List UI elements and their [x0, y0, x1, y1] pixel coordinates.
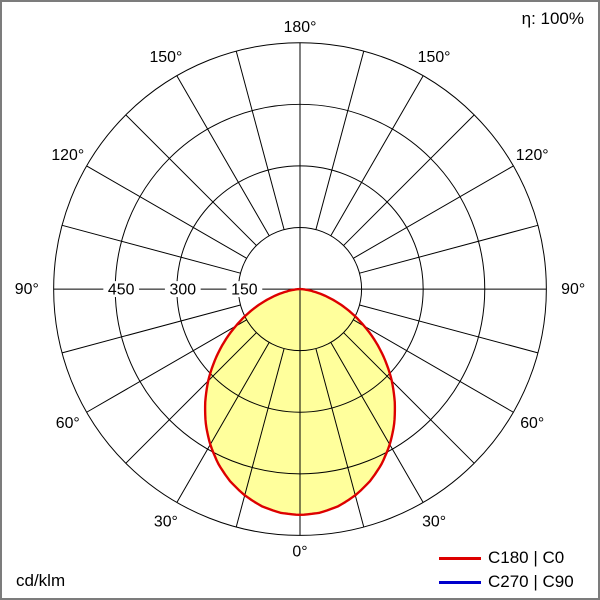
legend-line-blue-icon — [439, 580, 481, 584]
angle-label-180: 180° — [284, 19, 317, 36]
legend: C180 | C0 C270 | C90 — [439, 546, 588, 594]
grid-spoke — [176, 75, 270, 236]
legend-line-red-icon — [439, 556, 481, 560]
angle-label-90-left: 90° — [15, 281, 39, 298]
grid-spoke — [86, 319, 247, 413]
grid-spoke — [235, 348, 285, 528]
curve-c180-c0 — [203, 287, 397, 517]
angle-label-30-left: 30° — [154, 513, 178, 530]
grid-spoke — [61, 304, 241, 354]
grid-spoke — [86, 165, 247, 259]
legend-item-c270-c90: C270 | C90 — [439, 570, 588, 594]
grid-spoke — [315, 348, 365, 528]
angle-label-60-left: 60° — [56, 415, 80, 432]
polar-grid — [53, 42, 547, 536]
legend-label: C180 | C0 — [488, 548, 565, 567]
grid-spoke — [330, 342, 424, 503]
grid-spoke — [353, 319, 514, 413]
ring-label-150: 150 — [231, 282, 258, 299]
angle-label-120-left: 120° — [51, 147, 84, 164]
grid-spoke — [330, 75, 424, 236]
angle-label-0: 0° — [292, 543, 307, 560]
ring-label-backing — [164, 281, 201, 298]
ring-label-300: 300 — [170, 282, 197, 299]
ring-label-450: 450 — [108, 282, 135, 299]
grid-spoke — [315, 51, 365, 230]
grid-spoke — [61, 224, 241, 274]
angle-label-150-left: 150° — [149, 49, 182, 66]
legend-item-c180-c0: C180 | C0 — [439, 546, 588, 570]
grid-spoke — [343, 332, 475, 464]
grid-spoke — [176, 342, 270, 503]
grid-spoke — [343, 114, 475, 246]
legend-label: C270 | C90 — [488, 572, 574, 591]
grid-spoke — [235, 51, 285, 230]
angle-label-90-right: 90° — [561, 281, 585, 298]
grid-spoke — [125, 332, 257, 464]
angle-label-60-right: 60° — [520, 415, 544, 432]
grid-spoke — [353, 165, 514, 259]
angle-label-120-right: 120° — [516, 147, 549, 164]
grid-spoke — [125, 114, 257, 246]
angle-label-150-right: 150° — [418, 49, 451, 66]
unit-label: cd/klm — [16, 571, 66, 590]
grid-spoke — [359, 304, 539, 354]
ring-label-backing — [103, 281, 140, 298]
ring-label-backing — [226, 281, 263, 298]
angle-label-30-right: 30° — [422, 513, 446, 530]
grid-spoke — [359, 224, 539, 274]
efficiency-label: η: 100% — [521, 9, 584, 28]
